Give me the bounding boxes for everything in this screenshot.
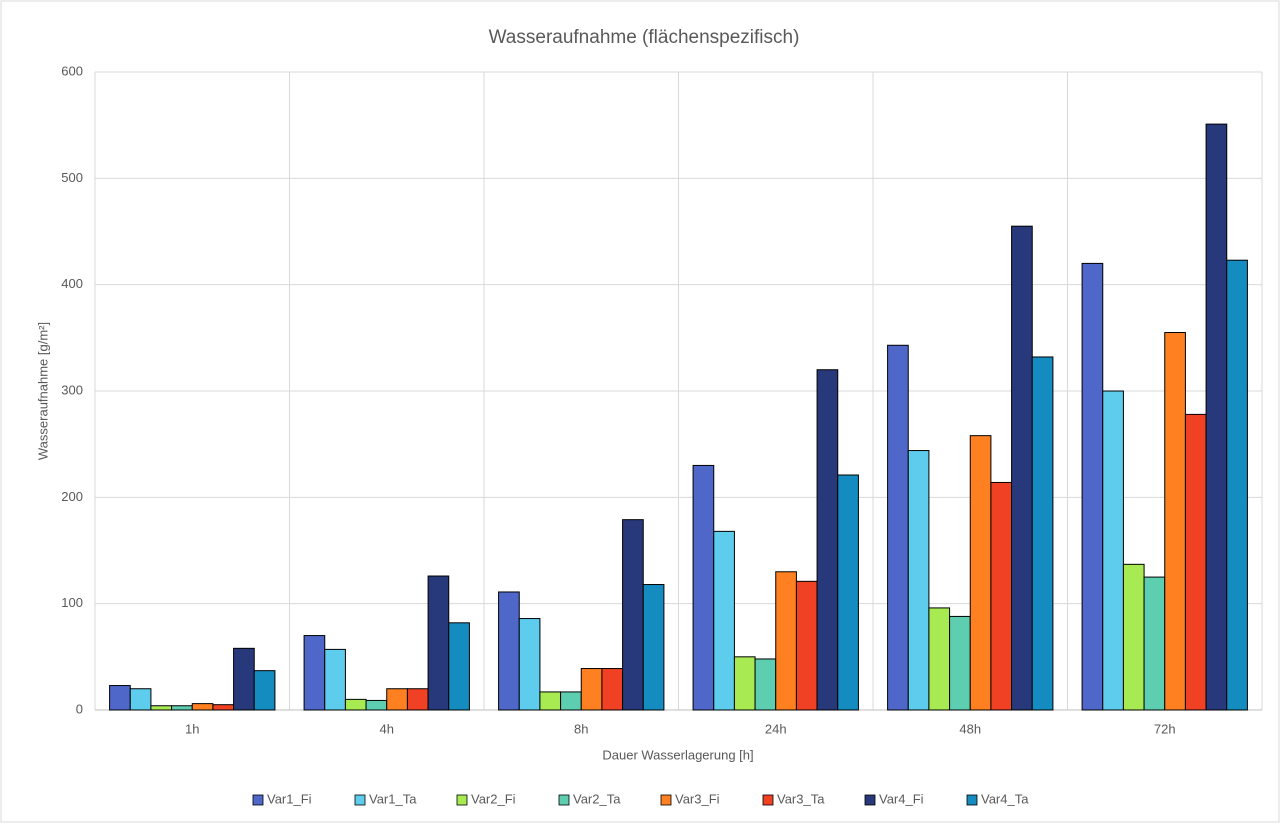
chart-title: Wasseraufnahme (flächenspezifisch): [489, 27, 800, 48]
bar: [1205, 123, 1228, 711]
y-tick-label: 600: [61, 63, 83, 78]
y-tick-label: 200: [61, 489, 83, 504]
bar: [448, 622, 470, 711]
bar: [692, 464, 715, 711]
bar: [498, 591, 520, 711]
y-tick-label: 0: [76, 701, 83, 716]
bar: [580, 668, 603, 711]
bar: [1143, 576, 1166, 711]
x-tick-label: 4h: [380, 721, 394, 736]
bar: [1122, 563, 1145, 711]
y-tick-label: 500: [61, 170, 83, 185]
bar: [150, 705, 173, 711]
bar: [253, 670, 276, 711]
bar: [1011, 225, 1033, 711]
bar: [518, 618, 541, 711]
legend-label: Var2_Fi: [471, 791, 516, 806]
bar: [1226, 259, 1248, 711]
bar: [324, 648, 346, 711]
bar: [1031, 356, 1054, 711]
bar: [386, 688, 408, 711]
bar: [733, 656, 756, 711]
x-tick-label: 72h: [1154, 721, 1176, 736]
bar: [1164, 332, 1186, 711]
legend-swatch: [660, 794, 672, 806]
legend-swatch: [252, 794, 264, 806]
bar: [969, 435, 992, 711]
bar: [427, 575, 450, 711]
legend-label: Var1_Fi: [267, 791, 312, 806]
legend-swatch: [354, 794, 366, 806]
bar: [560, 691, 582, 711]
y-tick-label: 400: [61, 276, 83, 291]
legend-swatch: [864, 794, 876, 806]
bar: [887, 344, 909, 711]
y-tick-label: 100: [61, 595, 83, 610]
legend-label: Var4_Ta: [981, 791, 1029, 806]
bar: [191, 703, 214, 711]
bar: [775, 571, 797, 711]
legend-swatch: [456, 794, 468, 806]
bar: [109, 685, 131, 711]
bar: [171, 705, 193, 711]
bar: [928, 607, 951, 711]
bar: [1184, 413, 1207, 711]
bar: [1081, 262, 1104, 711]
bar: [837, 474, 859, 711]
bar: [1102, 390, 1124, 711]
x-axis-title: Dauer Wasserlagerung [h]: [602, 747, 753, 762]
legend-label: Var2_Ta: [573, 791, 621, 806]
bar: [949, 615, 971, 711]
bar: [907, 450, 930, 711]
bar: [642, 584, 665, 711]
bar: [795, 580, 818, 711]
bar: [539, 691, 562, 711]
legend-label: Var3_Ta: [777, 791, 825, 806]
bar: [622, 519, 644, 711]
bar: [365, 699, 388, 711]
x-tick-label: 48h: [959, 721, 981, 736]
bar: [233, 647, 255, 711]
x-tick-label: 24h: [765, 721, 787, 736]
legend-label: Var3_Fi: [675, 791, 720, 806]
bar: [212, 704, 235, 711]
legend-swatch: [966, 794, 978, 806]
bar: [344, 698, 367, 711]
legend-swatch: [762, 794, 774, 806]
legend-label: Var4_Fi: [879, 791, 924, 806]
legend-swatch: [558, 794, 570, 806]
bar: [816, 369, 839, 711]
y-axis-title: Wasseraufnahme [g/m²]: [35, 322, 50, 460]
x-tick-label: 8h: [574, 721, 588, 736]
bar: [406, 688, 429, 711]
bar: [129, 688, 152, 711]
legend-label: Var1_Ta: [369, 791, 417, 806]
bar: [601, 668, 624, 711]
x-tick-label: 1h: [185, 721, 199, 736]
bar: [303, 635, 326, 711]
bar: [990, 481, 1013, 711]
bar: [754, 658, 777, 711]
y-tick-label: 300: [61, 382, 83, 397]
bar: [713, 530, 735, 711]
